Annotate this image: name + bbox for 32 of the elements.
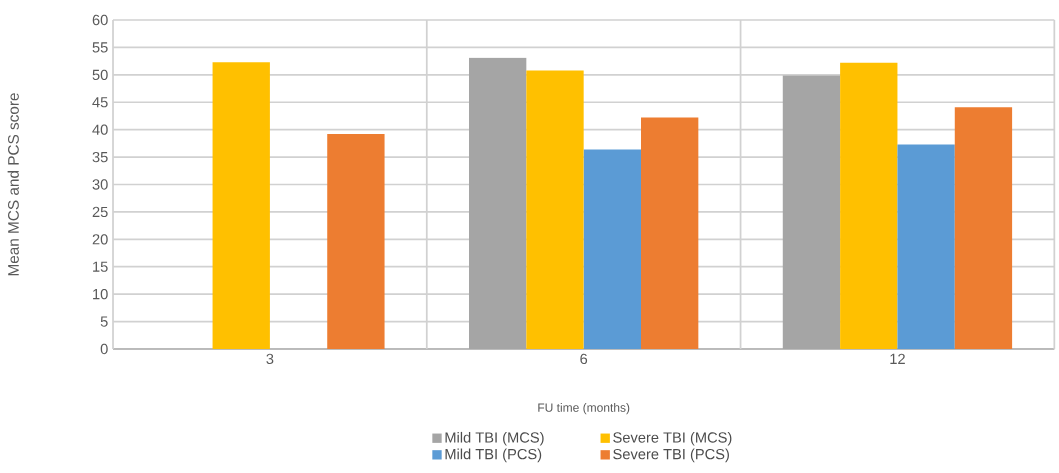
legend-label: Mild TBI (MCS)	[445, 431, 544, 446]
y-tick-label: 50	[92, 69, 108, 81]
y-tick-label: 15	[93, 261, 108, 272]
y-tick-label: 25	[92, 206, 108, 218]
y-tick-label: 40	[92, 124, 108, 135]
y-tick-label: 0	[100, 343, 108, 355]
legend-label: Mild TBI (PCS)	[445, 448, 542, 463]
y-tick-label: 35	[92, 151, 108, 163]
bar	[469, 57, 527, 349]
bar	[526, 70, 584, 349]
bar	[897, 144, 955, 349]
bar	[954, 107, 1013, 349]
bar	[782, 75, 841, 349]
bar	[840, 62, 898, 349]
y-tick-label: 45	[92, 97, 108, 108]
x-axis-title: FU time (months)	[538, 403, 630, 415]
bar	[327, 134, 385, 349]
y-axis-title: Mean MCS and PCS score	[7, 93, 19, 276]
bar	[212, 62, 270, 349]
y-tick-label: 55	[92, 42, 108, 53]
y-tick-label: 10	[93, 288, 108, 300]
y-tick-label: 20	[92, 234, 108, 245]
bar	[583, 149, 641, 349]
bar	[641, 117, 699, 349]
y-tick-label: 5	[100, 316, 108, 327]
x-tick-label: 3	[266, 353, 274, 365]
x-tick-label: 12	[890, 353, 905, 364]
legend-label: Severe TBI (PCS)	[613, 448, 729, 463]
legend-label: Severe TBI (MCS)	[613, 431, 732, 446]
y-tick-label: 30	[92, 179, 108, 190]
y-tick-label: 60	[92, 14, 108, 26]
x-tick-label: 6	[580, 353, 588, 365]
